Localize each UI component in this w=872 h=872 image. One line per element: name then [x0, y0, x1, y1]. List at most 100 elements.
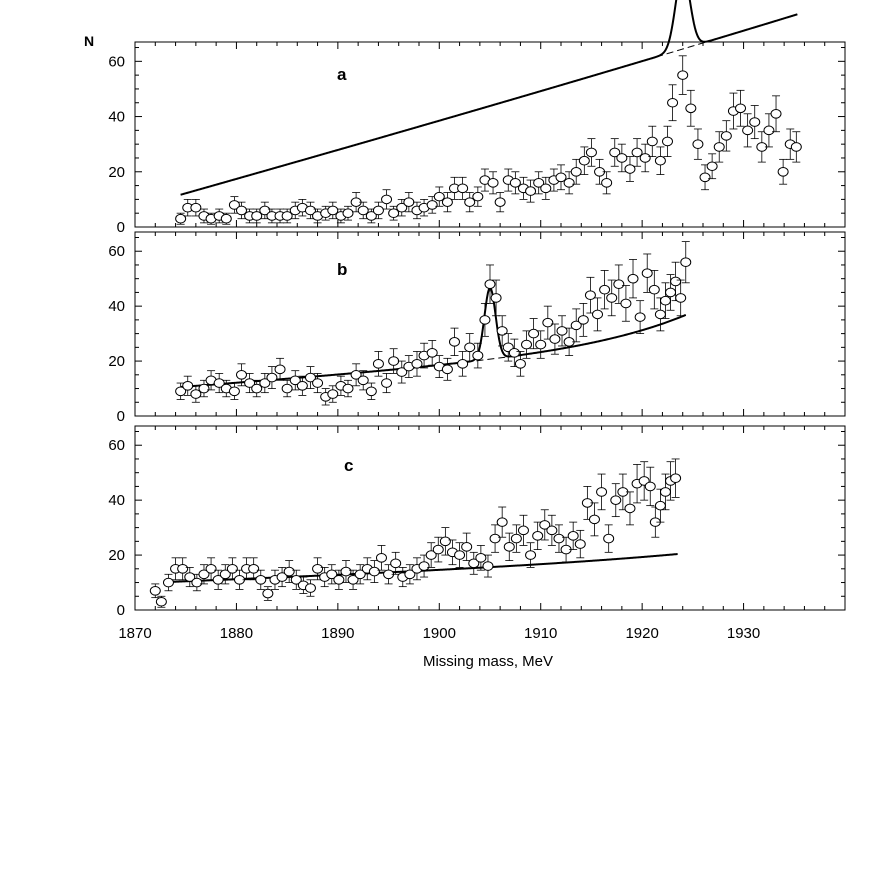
data-point [735, 103, 747, 114]
data-point [190, 202, 202, 213]
data-point [375, 553, 387, 563]
y-tick-label: 0 [117, 219, 125, 236]
data-point [251, 211, 263, 221]
y-tick-label: 60 [108, 53, 125, 70]
data-point [226, 564, 238, 574]
panel-b-marks [175, 241, 692, 406]
data-point [720, 131, 732, 141]
panel-b-frame [134, 231, 846, 417]
data-point [396, 367, 408, 377]
data-point [639, 153, 651, 163]
data-point [648, 284, 660, 295]
data-point [350, 370, 362, 380]
data-point [685, 103, 697, 114]
data-point [426, 200, 438, 210]
data-point [549, 334, 561, 344]
y-tick-label: 0 [117, 408, 125, 425]
data-point [610, 495, 622, 505]
data-point [304, 372, 316, 383]
data-point [304, 205, 316, 216]
data-point [312, 378, 324, 388]
data-point [535, 339, 547, 350]
data-point [283, 566, 295, 577]
panel-c-label: c [344, 456, 353, 475]
data-point [475, 553, 487, 563]
data-point [390, 558, 402, 569]
data-point [365, 211, 377, 221]
data-point [354, 569, 366, 580]
data-point [692, 139, 704, 149]
data-point [155, 596, 167, 607]
data-point [162, 577, 174, 588]
data-point [479, 315, 491, 325]
data-point [190, 389, 202, 399]
data-point [620, 298, 632, 309]
data-point [219, 569, 231, 580]
data-point [667, 97, 679, 108]
data-point [482, 561, 494, 571]
data-point [205, 564, 217, 574]
data-point [641, 268, 653, 278]
data-point [464, 197, 476, 207]
fit-line [180, 286, 687, 388]
data-point [312, 564, 324, 574]
data-point [517, 525, 529, 536]
data-point [266, 372, 278, 383]
data-point [496, 517, 508, 527]
data-point [457, 183, 469, 194]
data-point [472, 350, 484, 361]
data-point [426, 348, 438, 358]
y-tick-label: 0 [117, 602, 125, 619]
data-point [255, 574, 267, 585]
data-point [182, 380, 194, 391]
data-point [212, 574, 224, 585]
data-point [539, 520, 551, 530]
data-point [680, 257, 692, 268]
data-point [509, 178, 521, 188]
data-point [592, 309, 604, 320]
data-point [627, 273, 639, 284]
x-tick-label: 1890 [321, 625, 354, 642]
panel-a-label: a [337, 65, 347, 84]
panel-a: 0 20 40 60 N a [84, 0, 846, 236]
data-point [327, 205, 339, 216]
data-point [175, 213, 187, 224]
data-point [464, 342, 476, 353]
data-point [290, 574, 302, 585]
x-axis-title: Missing mass, MeV [423, 653, 553, 670]
data-point [177, 564, 189, 574]
data-point [588, 514, 600, 525]
data-point [578, 155, 590, 166]
data-point [388, 356, 400, 366]
data-point [418, 561, 430, 571]
data-point [749, 117, 761, 127]
data-point [403, 197, 415, 207]
data-point [525, 186, 537, 196]
data-point [342, 208, 354, 218]
data-point [484, 279, 496, 289]
data-point [489, 533, 501, 544]
data-point [496, 326, 508, 336]
data-point [347, 574, 359, 585]
data-point [274, 364, 286, 375]
data-point [603, 533, 615, 544]
data-point [606, 293, 618, 303]
y-tick-label: 60 [108, 243, 125, 260]
data-point [556, 326, 568, 336]
data-point [508, 348, 520, 358]
data-point [665, 287, 677, 298]
data-point [574, 539, 586, 549]
data-point [494, 197, 506, 207]
data-point [654, 155, 666, 166]
data-point [533, 178, 545, 188]
data-point [542, 317, 554, 328]
data-point [567, 531, 579, 541]
data-point [713, 142, 725, 152]
data-point [381, 194, 393, 205]
data-point [616, 153, 628, 163]
y-tick-label: 60 [108, 437, 125, 454]
panel-b: 0 20 40 60 b [108, 231, 846, 425]
data-point [236, 370, 247, 380]
y-tick-label: 40 [108, 298, 125, 315]
